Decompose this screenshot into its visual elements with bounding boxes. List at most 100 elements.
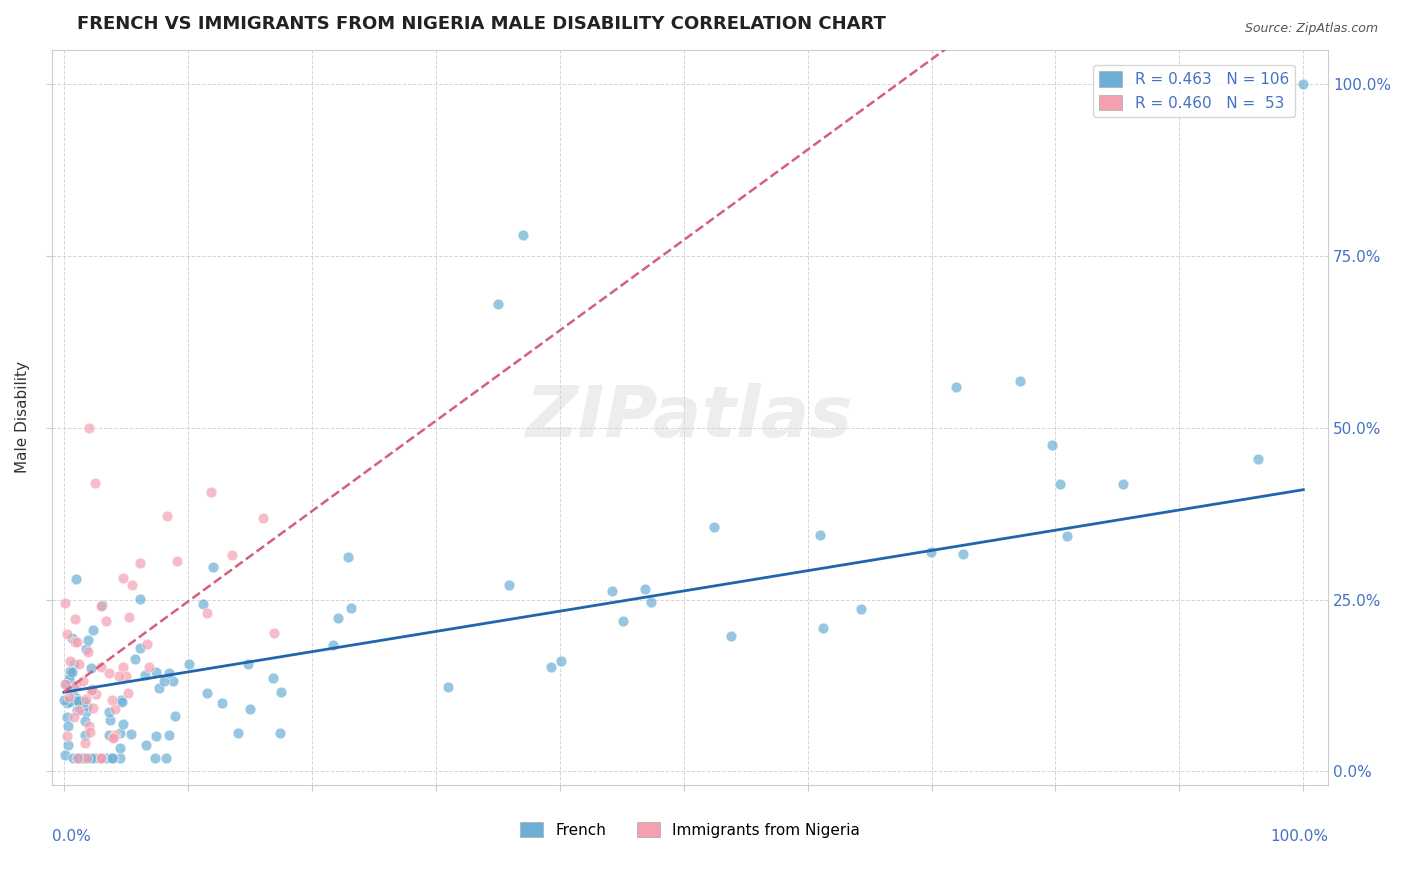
Immigrants from Nigeria [63, 710, 86, 724]
French [486, 297, 509, 311]
Immigrants from Nigeria [67, 703, 90, 717]
French [56, 710, 79, 724]
Immigrants from Nigeria [118, 610, 141, 624]
French [72, 750, 94, 764]
French [640, 595, 662, 609]
Immigrants from Nigeria [117, 686, 139, 700]
Immigrants from Nigeria [66, 750, 89, 764]
Immigrants from Nigeria [77, 645, 100, 659]
Immigrants from Nigeria [53, 595, 76, 609]
French [197, 686, 219, 700]
French [336, 550, 359, 565]
French [612, 615, 634, 629]
French [65, 572, 87, 586]
French [87, 750, 110, 764]
Immigrants from Nigeria [86, 687, 108, 701]
French [550, 655, 572, 669]
French [62, 679, 84, 693]
French [66, 694, 89, 708]
French [1008, 375, 1031, 389]
French [67, 750, 90, 764]
Immigrants from Nigeria [252, 510, 274, 524]
French [63, 657, 86, 671]
Immigrants from Nigeria [77, 421, 100, 435]
Immigrants from Nigeria [128, 557, 150, 571]
Text: ZIPatlas: ZIPatlas [526, 383, 853, 452]
Immigrants from Nigeria [104, 702, 127, 716]
French [849, 602, 872, 616]
French [945, 379, 967, 393]
Immigrants from Nigeria [121, 578, 143, 592]
French [148, 681, 170, 696]
Immigrants from Nigeria [94, 614, 117, 628]
French [1049, 476, 1071, 491]
French [340, 600, 363, 615]
Immigrants from Nigeria [101, 731, 124, 745]
Immigrants from Nigeria [166, 554, 188, 568]
French [143, 750, 166, 764]
French [56, 738, 79, 752]
French [703, 519, 725, 533]
French [1112, 477, 1135, 491]
Immigrants from Nigeria [135, 637, 157, 651]
French [56, 696, 79, 710]
French [920, 545, 942, 559]
Immigrants from Nigeria [72, 673, 94, 688]
Immigrants from Nigeria [82, 701, 104, 715]
Immigrants from Nigeria [84, 475, 107, 490]
French [124, 652, 146, 666]
Immigrants from Nigeria [98, 665, 121, 680]
French [60, 665, 83, 679]
French [108, 750, 131, 764]
French [60, 631, 83, 645]
Immigrants from Nigeria [90, 750, 112, 764]
French [270, 685, 292, 699]
French [80, 661, 103, 675]
French [808, 528, 831, 542]
French [90, 599, 112, 613]
French [321, 638, 343, 652]
French [512, 228, 534, 243]
Immigrants from Nigeria [80, 683, 103, 698]
French [53, 747, 76, 762]
French [262, 671, 284, 685]
French [1040, 438, 1063, 452]
Immigrants from Nigeria [195, 606, 218, 620]
Immigrants from Nigeria [65, 678, 87, 692]
French [238, 657, 260, 671]
Immigrants from Nigeria [221, 548, 243, 562]
French [110, 726, 132, 740]
French [58, 695, 80, 709]
French [59, 664, 82, 678]
French [75, 714, 97, 728]
French [82, 623, 104, 637]
French [211, 697, 233, 711]
French [62, 750, 84, 764]
French [145, 729, 167, 743]
French [55, 676, 77, 690]
Immigrants from Nigeria [75, 691, 97, 706]
French [239, 701, 262, 715]
French [633, 582, 655, 596]
French [65, 690, 87, 705]
French [80, 750, 103, 764]
Legend: R = 0.463   N = 106, R = 0.460   N =  53: R = 0.463 N = 106, R = 0.460 N = 53 [1094, 65, 1295, 117]
French [111, 695, 134, 709]
French [97, 705, 120, 719]
French [75, 705, 97, 719]
Immigrants from Nigeria [108, 669, 131, 683]
French [157, 728, 180, 742]
Immigrants from Nigeria [63, 635, 86, 649]
Immigrants from Nigeria [90, 660, 112, 674]
French [75, 642, 97, 657]
French [1292, 77, 1315, 91]
French [129, 641, 152, 656]
French [145, 665, 167, 680]
French [66, 692, 89, 706]
French [98, 728, 121, 742]
French [96, 750, 118, 764]
Immigrants from Nigeria [77, 719, 100, 733]
Immigrants from Nigeria [66, 635, 89, 649]
French [201, 560, 224, 574]
French [89, 750, 111, 764]
